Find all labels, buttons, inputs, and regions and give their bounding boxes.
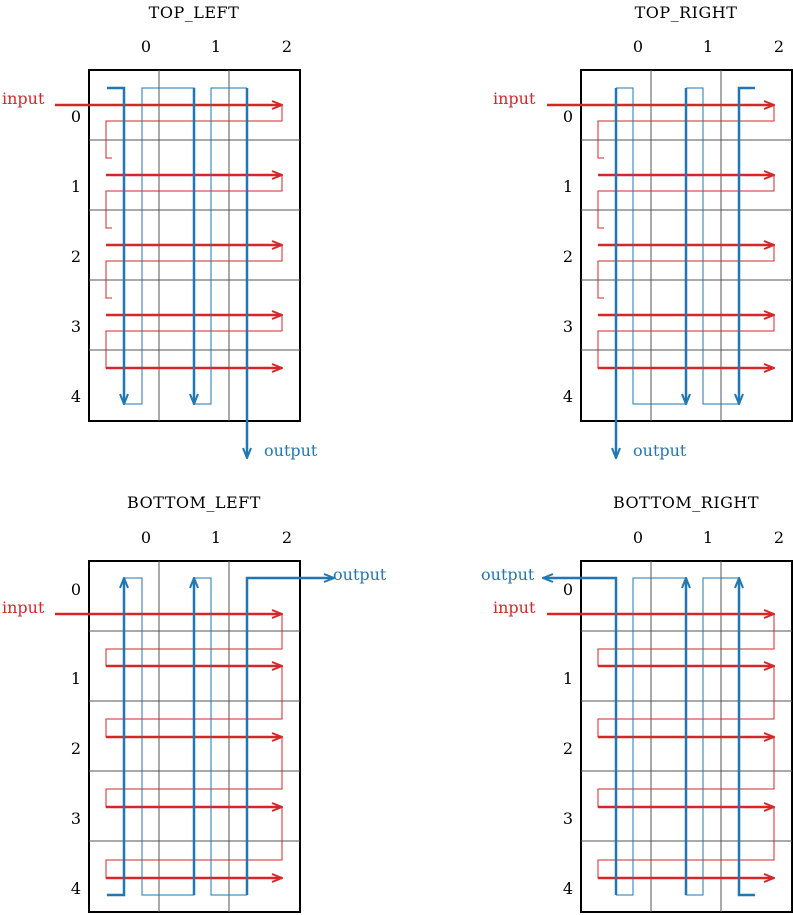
column-label: 2 <box>282 528 292 547</box>
output-path <box>543 577 755 897</box>
input-connector <box>105 105 283 369</box>
output-label: output <box>481 565 535 584</box>
panel-bottom-left: BOTTOM_LEFT 0 1 2 0 1 2 3 4 <box>2 493 387 913</box>
column-label: 2 <box>282 37 292 56</box>
panel-bottom-right: BOTTOM_RIGHT 0 1 2 0 1 2 3 4 <box>481 493 793 913</box>
output-path <box>616 86 755 458</box>
row-label: 4 <box>563 387 573 406</box>
row-label: 1 <box>71 669 81 688</box>
output-arrow <box>245 578 334 895</box>
panel-top-left: TOP_LEFT 0 1 2 0 1 2 3 4 <box>2 3 318 460</box>
output-connector <box>616 577 739 896</box>
column-label: 0 <box>141 528 151 547</box>
row-label: 4 <box>71 879 81 898</box>
column-label: 0 <box>141 37 151 56</box>
output-arrow <box>107 578 124 897</box>
row-labels: 0 1 2 3 4 <box>563 107 573 406</box>
row-label: 0 <box>563 107 573 126</box>
input-connector <box>105 614 283 879</box>
output-arrow <box>543 578 618 895</box>
input-label: input <box>2 598 45 617</box>
column-label: 2 <box>774 37 784 56</box>
input-label: input <box>493 598 536 617</box>
grid-border <box>88 560 301 913</box>
column-label: 1 <box>703 37 713 56</box>
panel-title: TOP_LEFT <box>149 3 240 22</box>
grid-border <box>88 69 301 422</box>
row-label: 1 <box>563 177 573 196</box>
panel-title: BOTTOM_LEFT <box>127 493 261 512</box>
input-label: input <box>2 89 45 108</box>
row-label: 4 <box>71 387 81 406</box>
output-path <box>107 578 334 897</box>
row-labels: 0 1 2 3 4 <box>563 580 573 898</box>
column-labels: 0 1 2 <box>633 528 784 547</box>
row-label: 0 <box>563 580 573 599</box>
row-label: 3 <box>563 809 573 828</box>
grid-border <box>580 69 793 422</box>
panel-top-right: TOP_RIGHT 0 1 2 0 1 2 3 4 <box>493 3 793 460</box>
row-labels: 0 1 2 3 4 <box>71 107 81 406</box>
column-label: 2 <box>774 528 784 547</box>
output-path <box>107 86 247 458</box>
row-label: 0 <box>71 580 81 599</box>
row-label: 2 <box>563 739 573 758</box>
column-labels: 0 1 2 <box>633 37 784 56</box>
output-arrow <box>739 578 755 897</box>
output-label: output <box>333 565 387 584</box>
column-label: 1 <box>211 37 221 56</box>
column-label: 1 <box>703 528 713 547</box>
row-label: 3 <box>71 317 81 336</box>
output-arrow <box>107 86 124 404</box>
row-label: 4 <box>563 879 573 898</box>
output-arrow <box>739 86 755 404</box>
row-label: 2 <box>71 739 81 758</box>
grid-border <box>580 560 793 913</box>
output-connector <box>616 87 739 405</box>
row-labels: 0 1 2 3 4 <box>71 580 81 898</box>
output-label: output <box>264 441 318 460</box>
column-label: 0 <box>633 37 643 56</box>
input-label: input <box>493 89 536 108</box>
column-labels: 0 1 2 <box>141 37 292 56</box>
row-label: 3 <box>71 809 81 828</box>
row-label: 3 <box>563 317 573 336</box>
column-label: 0 <box>633 528 643 547</box>
row-label: 0 <box>71 107 81 126</box>
input-connector <box>597 105 775 369</box>
column-label: 1 <box>211 528 221 547</box>
output-label: output <box>633 441 687 460</box>
row-label: 1 <box>563 669 573 688</box>
column-labels: 0 1 2 <box>141 528 292 547</box>
panel-title: TOP_RIGHT <box>635 3 738 22</box>
row-label: 2 <box>563 247 573 266</box>
row-label: 2 <box>71 247 81 266</box>
panel-title: BOTTOM_RIGHT <box>613 493 759 512</box>
row-label: 1 <box>71 177 81 196</box>
input-connector <box>597 614 775 879</box>
